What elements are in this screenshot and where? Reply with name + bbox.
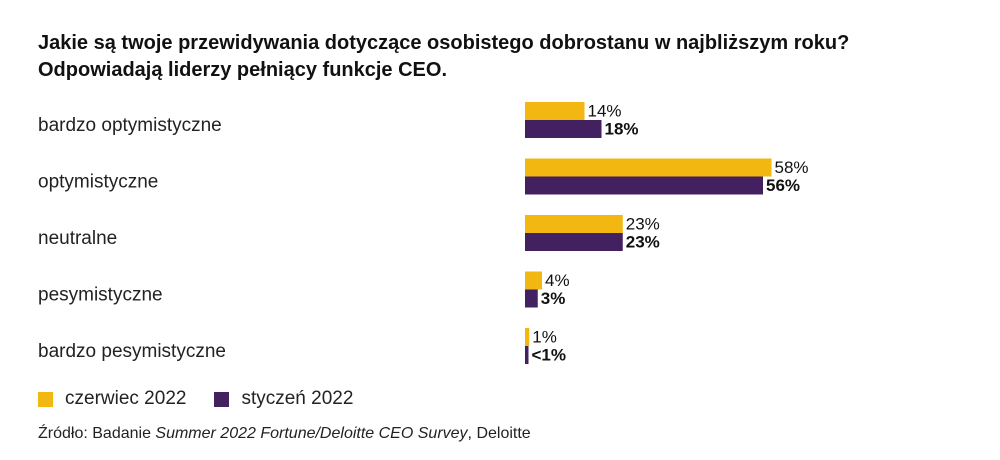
legend-label-january: styczeń 2022 [241,388,354,409]
legend-swatch-january [214,391,230,407]
bar-january-bardzo-optymistyczne [525,120,602,138]
bar-january-neutralne [525,233,623,251]
category-label-pesymistyczne: pesymistyczne [38,285,163,306]
title-line-1: Jakie są twoje przewidywania dotyczące o… [38,32,850,54]
bar-chart: bardzo optymistyczne 14%18% optymistyczne 5… [38,101,809,364]
legend-item-january: styczeń 2022 [214,388,353,410]
legend: czerwiec 2022 styczeń 2022 [38,388,353,410]
value-label-january-bardzo-optymistyczne: 18% [605,119,639,138]
value-label-june-bardzo-pesymistyczne: 1% [532,327,557,346]
value-label-january-optymistyczne: 56% [766,176,800,195]
legend-item-june: czerwiec 2022 [38,388,186,410]
title-line-2: Odpowiadają liderzy pełniący funkcje CEO… [38,59,448,81]
legend-swatch-june [38,391,53,407]
bar-june-bardzo-optymistyczne [525,102,585,120]
value-label-june-neutralne: 23% [626,214,660,233]
value-label-january-neutralne: 23% [626,232,660,251]
category-label-bardzo-pesymistyczne: bardzo pesymistyczne [38,341,226,362]
bar-january-bardzo-pesymistyczne [525,346,529,364]
legend-label-june: czerwiec 2022 [65,388,187,409]
value-label-january-bardzo-pesymistyczne: <1% [532,345,567,364]
value-label-january-pesymistyczne: 3% [541,289,566,308]
value-label-june-pesymistyczne: 4% [545,271,570,290]
category-label-optymistyczne: optymistyczne [38,172,158,193]
bar-june-pesymistyczne [525,271,542,290]
source-note: Źródło: Badanie Summer 2022 Fortune/Delo… [38,425,531,443]
source-suffix: , Deloitte [467,425,531,442]
bar-june-optymistyczne [525,158,772,177]
value-label-june-bardzo-optymistyczne: 14% [588,101,622,120]
source-survey-name: Summer 2022 Fortune/Deloitte CEO Survey [155,425,468,442]
category-label-bardzo-optymistyczne: bardzo optymistyczne [38,115,222,136]
category-label-neutralne: neutralne [38,228,117,249]
chart-title: Jakie są twoje przewidywania dotyczące o… [38,30,978,84]
bar-june-neutralne [525,215,623,233]
value-label-june-optymistyczne: 58% [775,158,809,177]
bar-january-optymistyczne [525,176,763,195]
bar-january-pesymistyczne [525,289,538,308]
bar-june-bardzo-pesymistyczne [525,328,530,346]
source-prefix: Źródło: Badanie [38,425,156,442]
